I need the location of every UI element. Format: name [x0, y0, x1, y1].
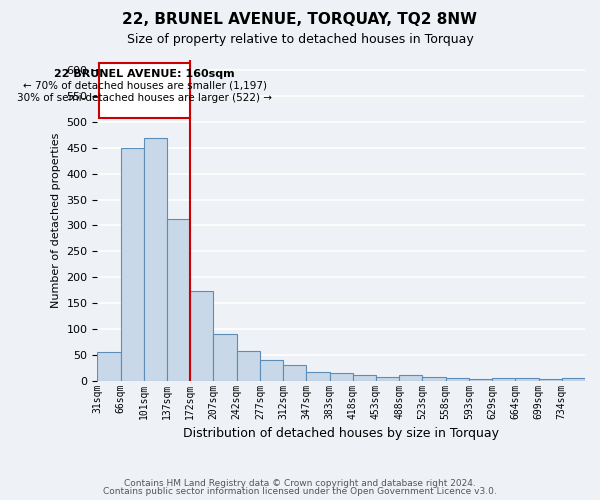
- Bar: [190, 291, 214, 380]
- Bar: [307, 372, 329, 380]
- Bar: [97, 352, 121, 380]
- Bar: [260, 360, 283, 380]
- Bar: [121, 148, 144, 380]
- Text: 22, BRUNEL AVENUE, TORQUAY, TQ2 8NW: 22, BRUNEL AVENUE, TORQUAY, TQ2 8NW: [122, 12, 478, 28]
- Bar: [539, 379, 562, 380]
- X-axis label: Distribution of detached houses by size in Torquay: Distribution of detached houses by size …: [183, 427, 499, 440]
- Text: Contains public sector information licensed under the Open Government Licence v3: Contains public sector information licen…: [103, 487, 497, 496]
- Bar: [214, 334, 236, 380]
- Text: Contains HM Land Registry data © Crown copyright and database right 2024.: Contains HM Land Registry data © Crown c…: [124, 478, 476, 488]
- Bar: [353, 376, 376, 380]
- Text: ← 70% of detached houses are smaller (1,197): ← 70% of detached houses are smaller (1,…: [23, 80, 267, 90]
- Y-axis label: Number of detached properties: Number of detached properties: [51, 132, 61, 308]
- Bar: [376, 377, 399, 380]
- Bar: [329, 373, 353, 380]
- Bar: [492, 378, 515, 380]
- Bar: [399, 376, 422, 380]
- Bar: [469, 379, 492, 380]
- FancyBboxPatch shape: [99, 62, 190, 118]
- Bar: [562, 378, 585, 380]
- Text: 30% of semi-detached houses are larger (522) →: 30% of semi-detached houses are larger (…: [17, 92, 272, 102]
- Bar: [236, 351, 260, 380]
- Bar: [144, 138, 167, 380]
- Bar: [422, 377, 446, 380]
- Text: 22 BRUNEL AVENUE: 160sqm: 22 BRUNEL AVENUE: 160sqm: [55, 69, 235, 79]
- Bar: [167, 220, 190, 380]
- Bar: [446, 378, 469, 380]
- Bar: [283, 365, 307, 380]
- Text: Size of property relative to detached houses in Torquay: Size of property relative to detached ho…: [127, 32, 473, 46]
- Bar: [515, 378, 539, 380]
